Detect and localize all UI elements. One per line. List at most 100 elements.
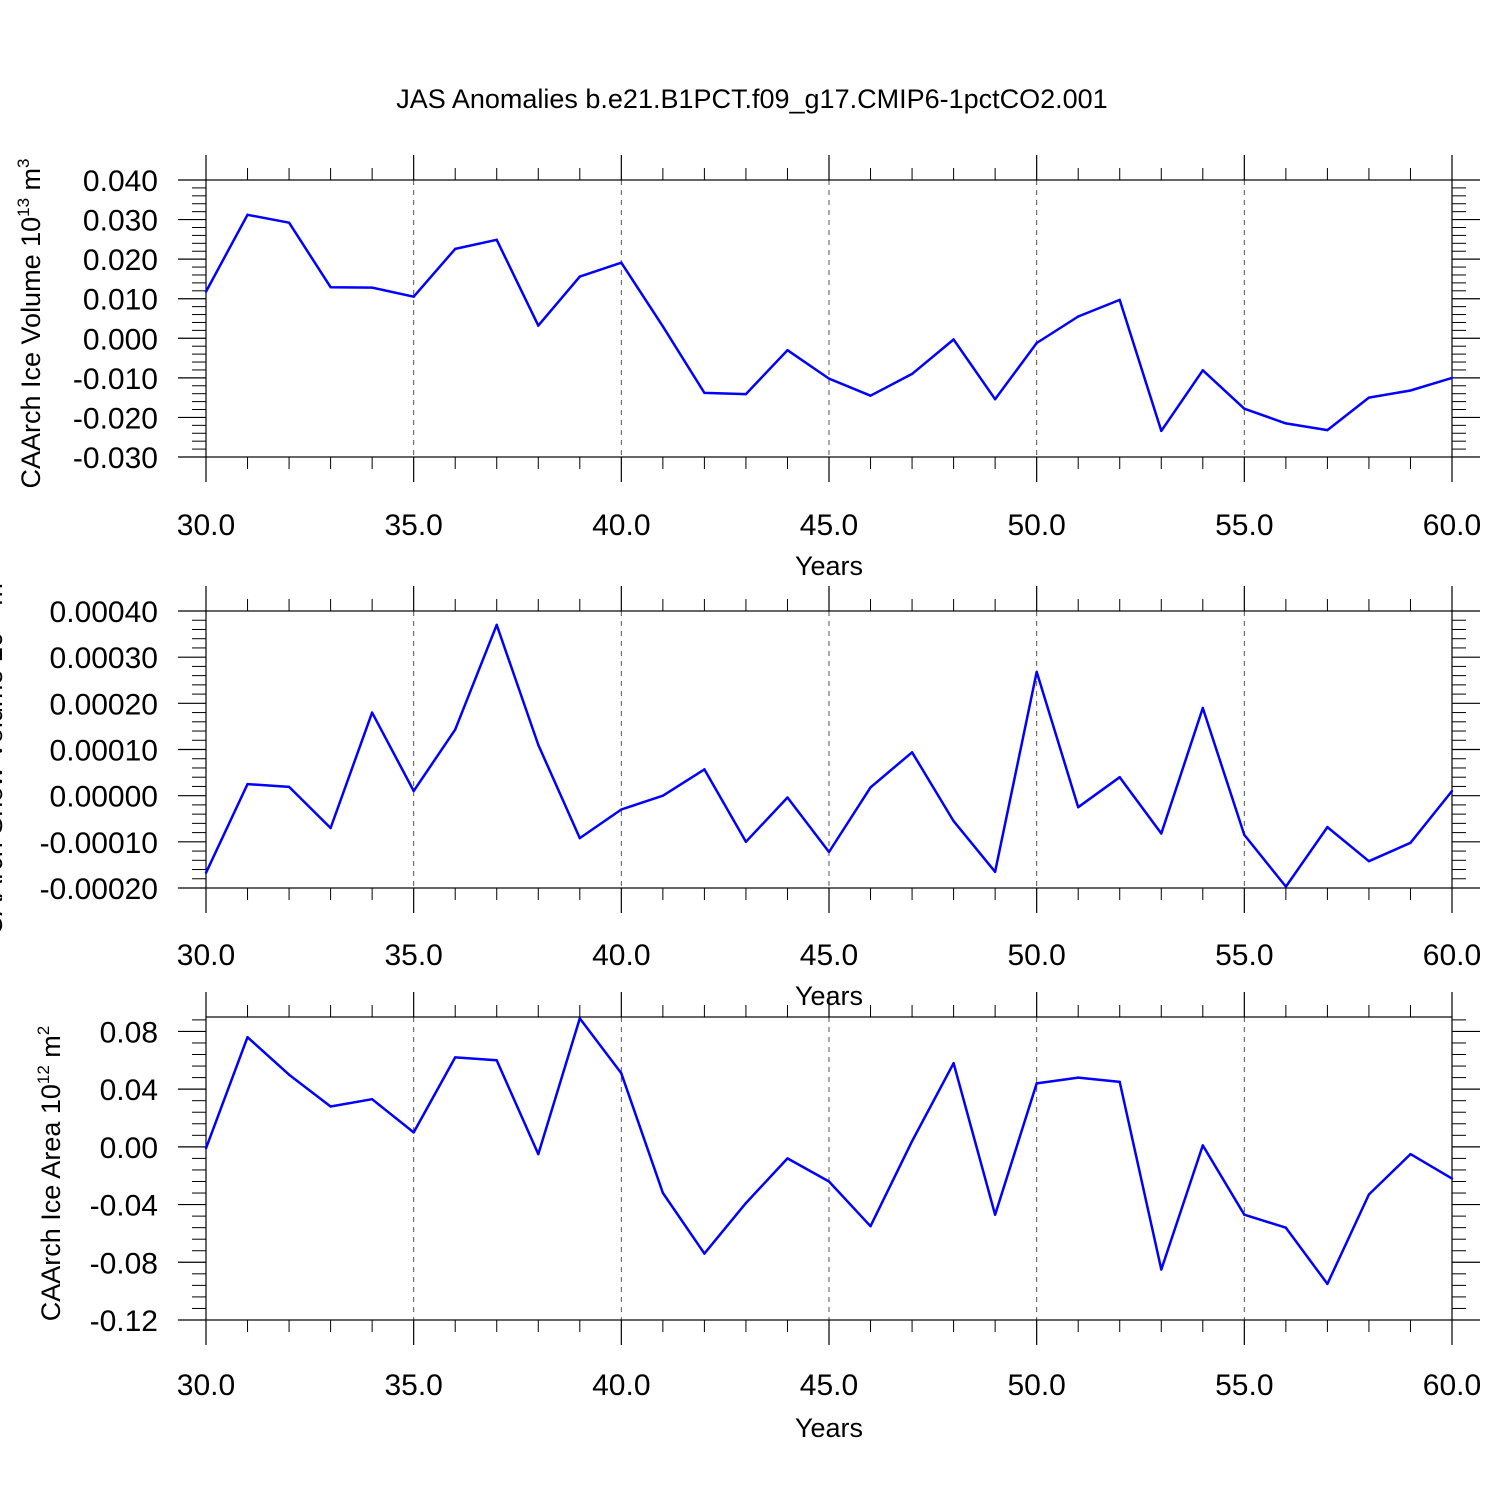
data-point: [952, 338, 955, 341]
data-point: [578, 275, 581, 278]
y-tick-label: 0.040: [83, 165, 158, 198]
y-tick-label: 0.00: [100, 1132, 158, 1165]
data-point: [952, 819, 955, 823]
data-point: [329, 286, 332, 289]
data-point: [1243, 833, 1246, 837]
data-point: [578, 836, 581, 840]
data-point: [204, 1147, 208, 1150]
data-point: [1118, 1080, 1121, 1084]
data-point: [744, 840, 748, 844]
x-tick-label: 45.0: [800, 939, 858, 972]
data-point: [1284, 885, 1288, 888]
x-tick-label: 55.0: [1215, 1369, 1273, 1402]
data-point: [993, 398, 997, 401]
data-point: [661, 794, 665, 797]
data-point: [1160, 1268, 1163, 1271]
y-axis-title-unit: m: [0, 583, 8, 613]
data-point: [1077, 806, 1080, 809]
x-tick-label: 40.0: [592, 509, 650, 542]
data-point: [1201, 1144, 1205, 1147]
data-point: [495, 238, 498, 241]
x-tick-label: 55.0: [1215, 939, 1273, 972]
data-point: [1035, 670, 1038, 674]
data-point: [370, 286, 374, 289]
chart-panels: 30.0 35.0 40.0 45.0 50.0 55.0 60.0 0.040 0.030 0.…: [0, 155, 1481, 1443]
y-axis-title-unit-exponent: 3: [14, 158, 33, 167]
y-tick-label: -0.010: [73, 363, 158, 396]
y-tick-label: 0.00040: [50, 596, 158, 629]
data-point: [1035, 341, 1038, 345]
y-tick-label: 0.000: [83, 323, 158, 356]
y-axis-title-exponent: 12: [34, 1065, 53, 1084]
data-point: [620, 1072, 623, 1075]
data-point: [910, 751, 914, 754]
y-tick-label: 0.00030: [50, 642, 158, 675]
data-point: [495, 1059, 498, 1062]
data-point: [1326, 428, 1329, 432]
y-tick-label: 0.010: [83, 284, 158, 317]
data-point: [204, 290, 208, 293]
data-point: [1201, 369, 1205, 372]
data-point: [412, 1131, 415, 1134]
data-point: [454, 1056, 457, 1059]
data-point: [370, 1098, 374, 1101]
data-point: [1367, 860, 1371, 863]
y-axis-title: CAArch Snow Volume 1013 m3: [0, 574, 8, 936]
data-point: [246, 782, 249, 786]
panel-1: 30.0 35.0 40.0 45.0 50.0 55.0 60.0 0.040 0.030 0.…: [14, 155, 1481, 581]
y-tick-label: -0.030: [73, 442, 158, 475]
data-point: [537, 324, 540, 327]
data-point: [744, 1201, 748, 1205]
data-point: [869, 394, 872, 397]
x-axis-title: Years: [795, 551, 863, 581]
chart-title: JAS Anomalies b.e21.B1PCT.f09_g17.CMIP6-…: [396, 84, 1107, 114]
data-point: [703, 768, 706, 771]
data-point: [454, 247, 457, 251]
data-point: [370, 711, 374, 714]
data-point: [1409, 389, 1412, 392]
x-tick-label: 55.0: [1215, 509, 1273, 542]
y-tick-label: -0.00010: [40, 827, 158, 860]
panel-3: 30.0 35.0 40.0 45.0 50.0 55.0 60.0 0.08 0.04 0.00…: [34, 992, 1481, 1443]
y-axis-title-unit: m: [16, 168, 46, 198]
y-tick-label: 0.04: [100, 1074, 158, 1107]
x-tick-label: 35.0: [384, 939, 442, 972]
y-tick-label: 0.020: [83, 244, 158, 277]
data-point: [786, 348, 789, 352]
y-axis-title-unit-exponent: 2: [34, 1026, 53, 1035]
data-point: [827, 1180, 831, 1183]
data-point: [869, 1225, 872, 1228]
data-point: [537, 743, 540, 747]
y-tick-label: -0.08: [90, 1247, 158, 1280]
x-tick-label: 30.0: [177, 1369, 235, 1402]
x-tick-label: 50.0: [1007, 509, 1065, 542]
data-point: [952, 1061, 955, 1065]
y-axis-title-exponent: 13: [14, 198, 33, 217]
data-point: [786, 1157, 789, 1160]
data-point: [287, 221, 291, 224]
data-point: [744, 392, 748, 396]
data-point: [703, 391, 706, 395]
y-axis-title: CAArch Ice Volume 1013 m3: [14, 158, 46, 488]
data-point: [1160, 429, 1163, 433]
x-tick-label: 35.0: [384, 509, 442, 542]
y-axis-title-text: CAArch Snow Volume 10: [0, 632, 8, 935]
x-axis-title: Years: [795, 1413, 863, 1443]
y-tick-label: -0.04: [90, 1190, 158, 1223]
data-point: [1035, 1082, 1038, 1085]
data-point: [204, 871, 208, 874]
data-point: [1409, 841, 1412, 844]
data-point: [910, 372, 914, 376]
panel-2: 30.0 35.0 40.0 45.0 50.0 55.0 60.0 0.00040 0.000…: [0, 574, 1481, 1011]
y-tick-label: 0.00000: [50, 781, 158, 814]
data-point: [578, 1017, 581, 1020]
data-point: [993, 1213, 997, 1216]
data-point: [661, 1191, 665, 1195]
data-point: [287, 1073, 291, 1076]
data-point: [703, 1252, 706, 1255]
y-tick-label: 0.00020: [50, 688, 158, 721]
y-tick-label: -0.020: [73, 402, 158, 435]
data-point: [1243, 1213, 1246, 1216]
